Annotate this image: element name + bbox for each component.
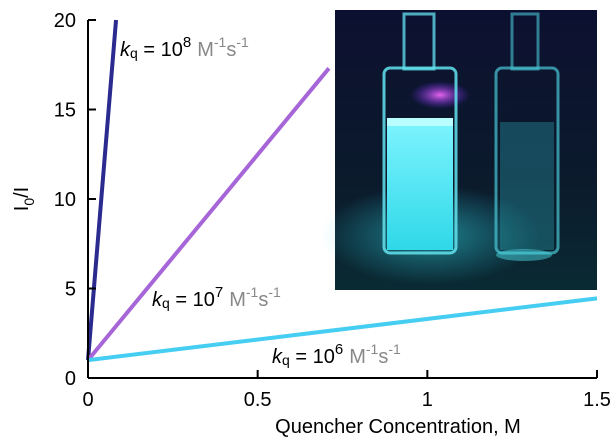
annotation-part: -1: [268, 284, 281, 300]
x-axis-label: Quencher Concentration, M: [275, 416, 521, 438]
annotation-part: M: [349, 346, 366, 368]
y-axis-label: I0/I: [11, 187, 37, 211]
y-tick-label: 5: [65, 279, 76, 301]
y-tick-label: 0: [65, 368, 76, 390]
annotation-part: -1: [236, 34, 249, 50]
annotation-part: -1: [214, 34, 227, 50]
annotation-part: q: [282, 352, 290, 368]
series-line: [88, 68, 329, 360]
annotation-part: -1: [246, 284, 259, 300]
y-tick-label: 20: [54, 10, 76, 32]
y-tick-label: 15: [54, 100, 76, 122]
annotation-part: s: [226, 39, 236, 61]
series-line: [88, 20, 116, 360]
annotation-part: 7: [215, 284, 223, 301]
x-tick-label: 0: [82, 389, 93, 411]
y-tick-label: 10: [54, 189, 76, 211]
annotation-part: -1: [366, 341, 379, 357]
photo-inset: [320, 10, 597, 290]
x-tick-label: 1.5: [583, 389, 611, 411]
annotation-part: = 10: [138, 39, 183, 61]
annotation-part: M: [197, 39, 214, 61]
y-label-sub: 0: [21, 198, 37, 206]
annotation-part: q: [130, 45, 138, 61]
x-tick-label: 1: [422, 389, 433, 411]
annotation-part: 6: [335, 341, 343, 358]
annotation-part: M: [229, 289, 246, 311]
annotation-part: = 10: [290, 346, 335, 368]
annotation-part: s: [258, 289, 268, 311]
page: {"chart_data": { "type": "line", "x_labe…: [0, 0, 616, 443]
y-label-part: /I: [11, 187, 33, 198]
annotation-part: s: [378, 346, 388, 368]
x-tick-label: 0.5: [244, 389, 272, 411]
annotation-part: = 10: [170, 289, 215, 311]
chart: Quencher Concentration, M I0/I 0 0.5 1 1.5 0…: [0, 0, 616, 443]
annotation-part: -1: [388, 341, 401, 357]
annotation-part: q: [162, 295, 170, 311]
annotation-part: 8: [183, 34, 191, 51]
